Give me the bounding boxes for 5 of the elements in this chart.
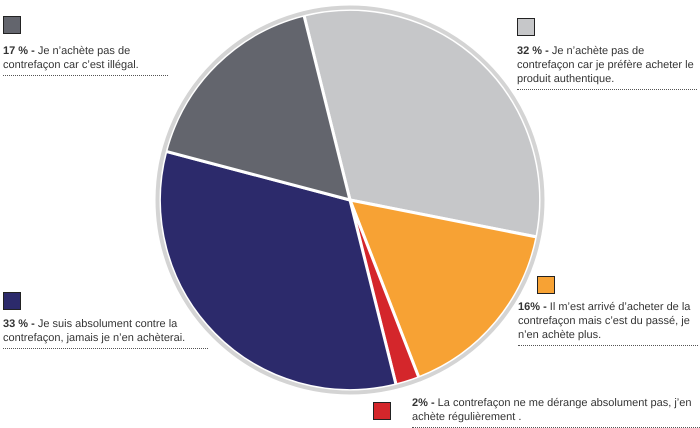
data-label: 17 % -: [3, 45, 35, 57]
data-label: 32 % -: [517, 45, 549, 57]
data-label: 33 % -: [3, 318, 35, 330]
data-label: 2% -: [412, 397, 435, 409]
data-label: 16% -: [518, 301, 547, 313]
